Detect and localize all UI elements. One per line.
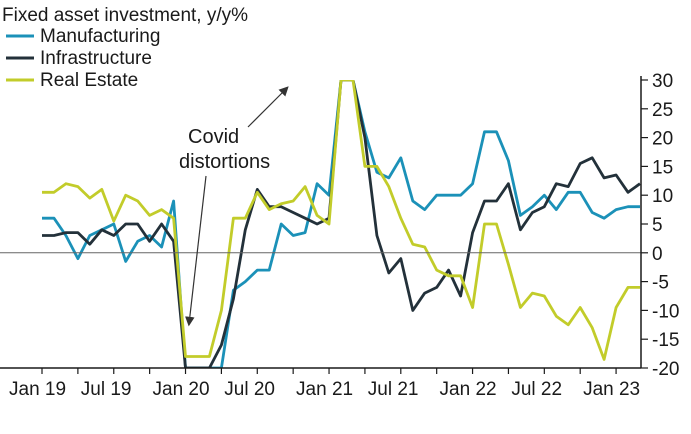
legend-label: Real Estate bbox=[40, 70, 138, 91]
x-tick-label: Jan 20 bbox=[153, 379, 210, 400]
x-tick-label: Jan 23 bbox=[583, 379, 640, 400]
legend-label: Infrastructure bbox=[40, 48, 152, 69]
x-axis-ticks: Jan 19 Jul 19 Jan 20 Jul 20 Jan 21 Jul 21 Jan … bbox=[9, 368, 640, 400]
x-tick-label: Jul 22 bbox=[511, 379, 562, 400]
y-tick-label: -5 bbox=[652, 273, 669, 294]
covid-annotation: Covid distortions bbox=[179, 86, 289, 327]
chart-title: Fixed asset investment, y/y% bbox=[2, 5, 248, 26]
series-layer bbox=[42, 80, 641, 368]
x-tick-label: Jul 20 bbox=[224, 379, 275, 400]
series-line-real-estate bbox=[42, 80, 640, 361]
y-tick-label: 20 bbox=[652, 129, 673, 150]
y-tick-label: 25 bbox=[652, 100, 673, 121]
x-tick-label: Jan 21 bbox=[296, 379, 353, 400]
annotation-arrow-up bbox=[247, 86, 289, 128]
y-tick-label: 10 bbox=[652, 186, 673, 207]
y-tick-label: -20 bbox=[652, 359, 679, 380]
y-tick-label: 15 bbox=[652, 157, 673, 178]
annotation-arrow-down bbox=[185, 175, 207, 327]
x-tick-label: Jul 21 bbox=[368, 379, 419, 400]
annotation-line-1: Covid bbox=[188, 126, 239, 148]
series-line-infrastructure bbox=[42, 80, 641, 368]
y-tick-label: 0 bbox=[652, 244, 663, 265]
y-tick-label: -15 bbox=[652, 330, 679, 351]
x-tick-label: Jan 22 bbox=[440, 379, 497, 400]
annotation-line-2: distortions bbox=[179, 151, 270, 173]
y-axis-ticks: 30 25 20 15 10 5 0 -5 -10 -15 -20 bbox=[641, 71, 679, 380]
y-tick-label: 5 bbox=[652, 215, 663, 236]
y-tick-label: 30 bbox=[652, 71, 673, 92]
x-tick-label: Jul 19 bbox=[81, 379, 132, 400]
y-tick-label: -10 bbox=[652, 301, 679, 322]
x-tick-label: Jan 19 bbox=[9, 379, 66, 400]
legend-label: Manufacturing bbox=[40, 26, 160, 47]
series-line-manufacturing bbox=[42, 80, 640, 368]
